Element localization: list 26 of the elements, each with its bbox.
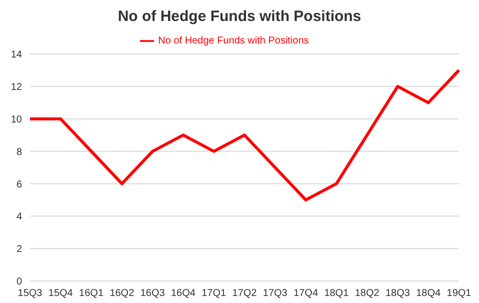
x-tick-label: 16Q4 (170, 288, 196, 300)
x-tick-label: 17Q4 (294, 288, 318, 300)
y-tick-label: 0 (16, 276, 22, 288)
x-tick-label: 18Q3 (385, 288, 410, 300)
x-tick-label: 17Q3 (262, 288, 288, 300)
y-tick-label: 8 (16, 146, 22, 158)
x-tick-label: 19Q1 (446, 288, 472, 300)
x-tick-label: 16Q2 (110, 288, 135, 300)
y-tick-label: 2 (16, 244, 22, 256)
y-tick-label: 10 (10, 114, 22, 126)
x-tick-label: 16Q3 (140, 288, 166, 300)
y-tick-label: 14 (10, 50, 22, 61)
x-tick-label: 18Q1 (324, 288, 350, 300)
x-tick-label: 15Q4 (48, 288, 74, 300)
y-tick-label: 6 (16, 179, 22, 190)
line-series (28, 68, 460, 202)
y-tick-label: 4 (16, 212, 22, 223)
x-tick-label: 18Q4 (416, 288, 442, 300)
x-tick-label: 17Q2 (232, 288, 258, 300)
x-tick-label: 16Q1 (79, 288, 104, 300)
x-tick-label: 17Q1 (202, 288, 227, 300)
x-tick-label: 18Q2 (354, 288, 380, 300)
x-tick-label: 15Q3 (18, 288, 43, 300)
y-tick-label: 12 (10, 82, 22, 93)
legend-label: No of Hedge Funds with Positions (158, 36, 309, 47)
chart-title: No of Hedge Funds with Positions (116, 8, 362, 25)
